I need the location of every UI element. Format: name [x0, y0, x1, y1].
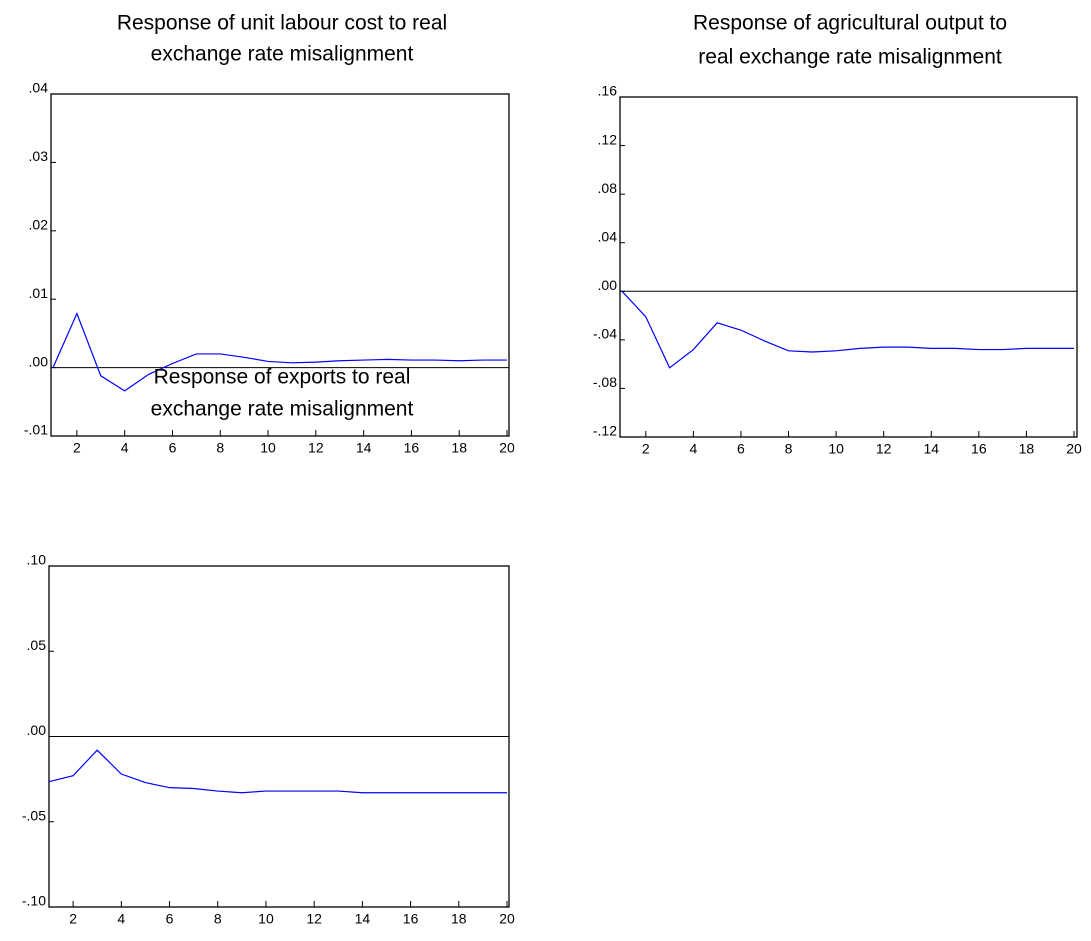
x-tick-label: 12	[876, 441, 892, 457]
y-tick-label: .04	[598, 228, 618, 244]
y-tick-label: .08	[598, 180, 618, 196]
plot-frame	[48, 565, 510, 908]
x-tick-label: 4	[121, 440, 129, 456]
chart-title: Response of agricultural output to	[693, 12, 1007, 35]
y-tick-label: .10	[27, 552, 47, 568]
x-tick-label: 14	[356, 440, 372, 456]
x-tick-label: 12	[308, 440, 324, 456]
x-tick-label: 18	[451, 440, 467, 456]
x-tick-label: 6	[166, 911, 174, 927]
series-line	[48, 749, 507, 794]
x-tick-label: 16	[403, 911, 419, 927]
x-tick-label: 16	[404, 440, 420, 456]
x-tick-label: 8	[214, 911, 222, 927]
plot-frame	[50, 93, 510, 437]
y-tick-label: -.08	[593, 374, 617, 390]
chart-title: exchange rate misalignment	[151, 398, 414, 421]
y-tick-label: -.12	[593, 423, 617, 439]
x-tick-label: 20	[1066, 441, 1082, 457]
y-tick-label: .01	[29, 285, 49, 301]
y-tick-label: .00	[27, 722, 47, 738]
x-tick-label: 18	[451, 911, 467, 927]
y-tick-label: .16	[598, 83, 618, 99]
x-tick-label: 4	[117, 911, 125, 927]
x-tick-label: 10	[260, 440, 276, 456]
x-tick-label: 6	[737, 441, 745, 457]
x-tick-label: 8	[785, 441, 793, 457]
y-tick-label: -.05	[22, 807, 46, 823]
y-tick-label: .12	[598, 131, 618, 147]
chart-title: exchange rate misalignment	[151, 43, 414, 66]
y-tick-label: .04	[29, 80, 49, 96]
x-tick-label: 8	[216, 440, 224, 456]
x-tick-label: 16	[971, 441, 987, 457]
y-tick-label: .05	[27, 637, 47, 653]
x-tick-label: 2	[642, 441, 650, 457]
y-tick-label: -.01	[24, 422, 48, 438]
x-tick-label: 20	[499, 911, 515, 927]
series-line	[621, 290, 1074, 369]
y-tick-label: .02	[29, 217, 49, 233]
x-tick-label: 10	[258, 911, 274, 927]
y-tick-label: .03	[29, 148, 49, 164]
x-tick-label: 2	[69, 911, 77, 927]
y-tick-label: -.04	[593, 326, 617, 342]
chart-title: Response of exports to real	[154, 366, 411, 389]
x-tick-label: 2	[73, 440, 81, 456]
y-tick-label: .00	[29, 353, 49, 369]
x-tick-label: 20	[499, 440, 515, 456]
x-tick-label: 14	[355, 911, 371, 927]
x-tick-label: 4	[689, 441, 697, 457]
x-tick-label: 14	[923, 441, 939, 457]
x-tick-label: 12	[306, 911, 322, 927]
x-tick-label: 6	[169, 440, 177, 456]
x-tick-label: 10	[828, 441, 844, 457]
chart-title: Response of unit labour cost to real	[117, 12, 447, 35]
chart-title: real exchange rate misalignment	[698, 46, 1002, 69]
series-line	[52, 311, 507, 392]
y-tick-label: .00	[598, 277, 618, 293]
y-tick-label: -.10	[22, 893, 46, 909]
x-tick-label: 18	[1019, 441, 1035, 457]
plot-frame	[619, 96, 1078, 438]
